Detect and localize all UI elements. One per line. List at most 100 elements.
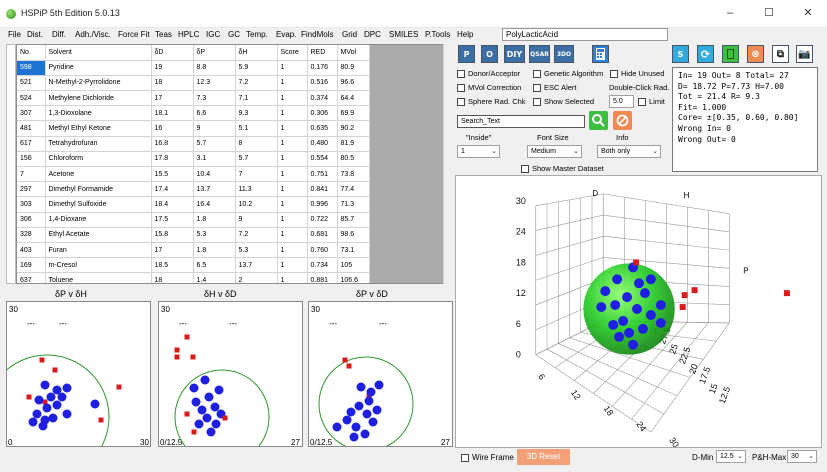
menu-item[interactable]: IGC: [206, 30, 221, 39]
table-cell[interactable]: 7.2: [235, 75, 278, 92]
menu-item[interactable]: Evap.: [276, 30, 297, 39]
table-cell[interactable]: 0.722: [307, 212, 338, 228]
table-cell[interactable]: 1: [277, 242, 308, 259]
table-cell[interactable]: 105: [337, 257, 370, 274]
table-cell[interactable]: 73.8: [337, 166, 370, 183]
menu-item[interactable]: Dist.: [27, 30, 43, 39]
table-cell[interactable]: m-Cresol: [45, 257, 152, 274]
phmax-select[interactable]: 30 ⌄: [787, 450, 817, 463]
table-cell[interactable]: 303: [17, 196, 46, 213]
table-cell[interactable]: Methyl Ethyl Ketone: [45, 120, 152, 137]
menu-item[interactable]: Grid: [342, 30, 358, 39]
table-cell[interactable]: Ethyl Acetate: [45, 227, 152, 243]
esc-alert-checkbox[interactable]: ESC Alert: [533, 83, 577, 92]
table-cell[interactable]: 1,4-Dioxane: [45, 212, 152, 228]
menu-item[interactable]: Adh./Visc.: [75, 30, 111, 39]
menu-item[interactable]: Teas: [155, 30, 172, 39]
table-cell[interactable]: 1: [277, 257, 308, 274]
table-cell[interactable]: Dimethyl Formamide: [45, 181, 152, 198]
s-button[interactable]: S: [672, 45, 689, 63]
table-cell[interactable]: 3.1: [193, 151, 236, 168]
table-cell[interactable]: 15.8: [151, 227, 194, 243]
table-row[interactable]: 307 1,3-Dioxolane 18.1 6.6 9.3 1 0.306 69.9: [17, 105, 370, 122]
table-vertical-scrollbar[interactable]: [443, 44, 452, 284]
table-cell[interactable]: 1: [277, 272, 308, 283]
table-cell[interactable]: 0.635: [307, 120, 338, 137]
table-cell[interactable]: 1: [277, 181, 308, 198]
table-cell[interactable]: 1: [277, 105, 308, 122]
menu-item[interactable]: SMILES: [389, 30, 419, 39]
table-cell[interactable]: 19: [151, 60, 194, 76]
table-cell[interactable]: 18.1: [151, 105, 194, 122]
show-selected-checkbox[interactable]: Show Selected: [533, 97, 594, 106]
column-header[interactable]: δD: [151, 45, 194, 61]
copy-icon[interactable]: ⧉: [772, 45, 789, 63]
table-cell[interactable]: 156: [17, 151, 46, 168]
table-cell[interactable]: 6.5: [193, 257, 236, 274]
table-cell[interactable]: 16: [151, 120, 194, 137]
search-icon[interactable]: [589, 111, 608, 130]
clear-search-icon[interactable]: [613, 111, 632, 130]
table-cell[interactable]: 9: [235, 212, 278, 228]
plot-p-v-d[interactable]: 30 --- --- 27 0/12.5: [308, 301, 453, 447]
genetic-algorithm-checkbox[interactable]: Genetic Algorithm: [533, 69, 603, 78]
table-cell[interactable]: 16.4: [193, 196, 236, 213]
checkbox-box[interactable]: [533, 97, 541, 106]
table-cell[interactable]: 297: [17, 181, 46, 198]
plot-h-v-d[interactable]: 30 --- --- 27 0/12.5: [158, 301, 303, 447]
menu-item[interactable]: P.Tools: [425, 30, 451, 39]
table-cell[interactable]: 1: [277, 151, 308, 168]
refresh-icon[interactable]: ⟳: [697, 45, 714, 63]
table-cell[interactable]: 637: [17, 272, 46, 283]
menu-item[interactable]: FindMols: [301, 30, 334, 39]
table-row[interactable]: 598 Pyridine 19 8.8 5.9 1 0.176 80.9: [17, 60, 370, 76]
table-cell[interactable]: 403: [17, 242, 46, 259]
dmin-select[interactable]: 12.5 ⌄: [716, 450, 746, 463]
table-cell[interactable]: 73.1: [337, 242, 370, 259]
diy-button[interactable]: DIY: [504, 45, 525, 63]
table-cell[interactable]: 12.3: [193, 75, 236, 92]
table-cell[interactable]: 96.6: [337, 75, 370, 92]
table-cell[interactable]: 10.4: [193, 166, 236, 183]
table-row[interactable]: 524 Methylene Dichloride 17 7.3 7.1 1 0.374 64.…: [17, 90, 370, 107]
table-cell[interactable]: 1.8: [193, 242, 236, 259]
table-cell[interactable]: 1: [277, 212, 308, 228]
checkbox-box[interactable]: [457, 69, 465, 78]
table-row[interactable]: 156 Chloroform 17.8 3.1 5.7 1 0.554 80.5: [17, 151, 370, 168]
table-cell[interactable]: 598: [17, 60, 46, 76]
table-cell[interactable]: 0.751: [307, 166, 338, 183]
stop-icon[interactable]: ⊗: [747, 45, 764, 63]
qsar-button[interactable]: QSAR: [529, 45, 550, 63]
table-row[interactable]: 306 1,4-Dioxane 17.5 1.8 9 1 0.722 85.7: [17, 212, 370, 228]
table-cell[interactable]: Acetone: [45, 166, 152, 183]
table-cell[interactable]: 307: [17, 105, 46, 122]
table-cell[interactable]: 1: [277, 136, 308, 152]
table-row[interactable]: 303 Dimethyl Sulfoxide 18.4 16.4 10.2 1 0.996 7…: [17, 196, 370, 213]
table-cell[interactable]: Dimethyl Sulfoxide: [45, 196, 152, 213]
column-header[interactable]: RED: [307, 45, 338, 61]
table-cell[interactable]: 8.8: [193, 60, 236, 76]
table-cell[interactable]: 13.7: [235, 257, 278, 274]
table-row[interactable]: 7 Acetone 15.5 10.4 7 1 0.751 73.8: [17, 166, 370, 183]
table-cell[interactable]: 617: [17, 136, 46, 152]
table-cell[interactable]: 18.5: [151, 257, 194, 274]
table-cell[interactable]: 1: [277, 60, 308, 76]
column-header[interactable]: δP: [193, 45, 236, 61]
close-button[interactable]: ✕: [803, 7, 813, 19]
table-cell[interactable]: 64.4: [337, 90, 370, 107]
table-cell[interactable]: Tetrahydrofuran: [45, 136, 152, 152]
table-cell[interactable]: 0.881: [307, 272, 338, 283]
table-cell[interactable]: 1: [277, 90, 308, 107]
table-row[interactable]: 403 Furan 17 1.8 5.3 1 0.760 73.1: [17, 242, 370, 259]
table-cell[interactable]: 77.4: [337, 181, 370, 198]
table-cell[interactable]: 0.734: [307, 257, 338, 274]
table-cell[interactable]: 6.6: [193, 105, 236, 122]
table-cell[interactable]: 1,3-Dioxolane: [45, 105, 152, 122]
table-cell[interactable]: 80.9: [337, 60, 370, 76]
table-cell[interactable]: 5.7: [235, 151, 278, 168]
file-name-field[interactable]: PolyLacticAcid: [502, 28, 668, 41]
column-header[interactable]: Score: [277, 45, 308, 61]
table-cell[interactable]: 16.8: [151, 136, 194, 152]
table-cell[interactable]: 9: [193, 120, 236, 137]
table-cell[interactable]: 0.374: [307, 90, 338, 107]
